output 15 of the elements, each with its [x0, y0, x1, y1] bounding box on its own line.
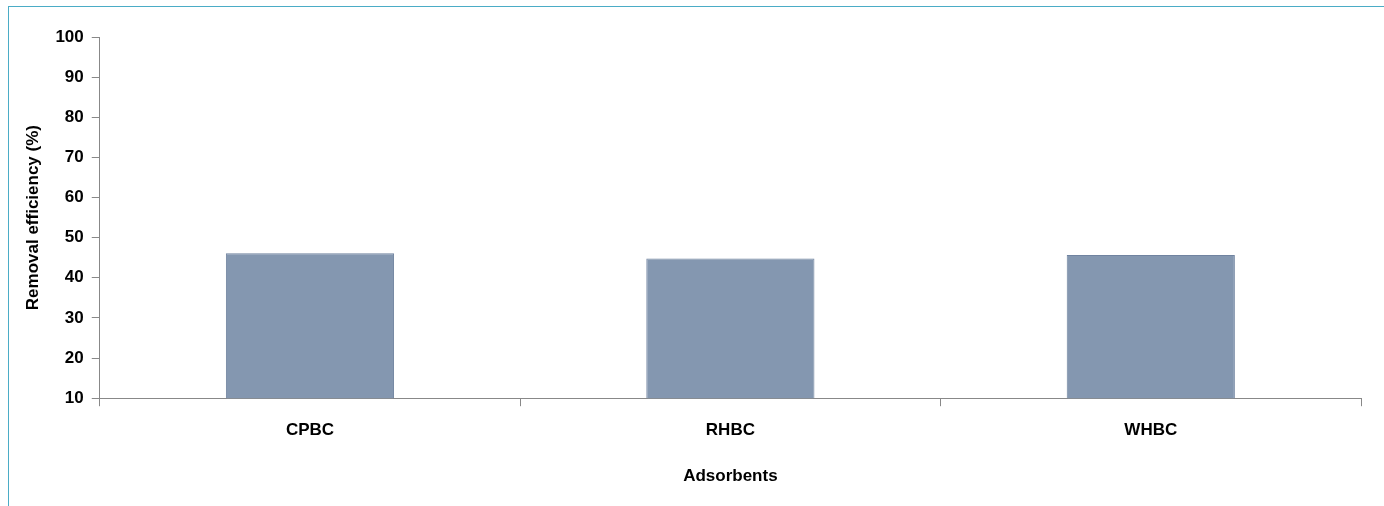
- y-tick-label: 10: [64, 387, 84, 407]
- x-tick-label: CPBC: [285, 420, 335, 440]
- y-tick-label: 20: [64, 347, 84, 367]
- y-tick-label: 100: [55, 26, 84, 46]
- x-tick-label: WHBC: [1124, 420, 1178, 440]
- x-axis-title: Adsorbents: [683, 466, 778, 486]
- y-tick-label: 90: [64, 66, 84, 86]
- x-tick-label: RHBC: [705, 420, 755, 440]
- y-axis-title: Removal efficiency (%): [22, 125, 42, 311]
- y-tick-label: 60: [64, 187, 84, 207]
- y-tick-label: 40: [64, 267, 84, 287]
- y-tick-label: 80: [64, 106, 84, 126]
- y-tick-label: 50: [64, 227, 84, 247]
- y-tick-label: 30: [64, 307, 84, 327]
- y-tick-label: 70: [64, 147, 84, 167]
